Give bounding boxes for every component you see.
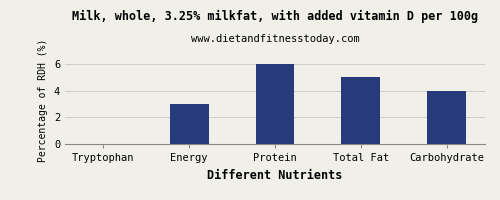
- Bar: [256, 64, 294, 144]
- Bar: [170, 104, 208, 144]
- Text: www.dietandfitnesstoday.com: www.dietandfitnesstoday.com: [190, 34, 360, 44]
- Y-axis label: Percentage of RDH (%): Percentage of RDH (%): [38, 38, 48, 162]
- Bar: [428, 91, 466, 144]
- X-axis label: Different Nutrients: Different Nutrients: [208, 169, 342, 182]
- Text: Milk, whole, 3.25% milkfat, with added vitamin D per 100g: Milk, whole, 3.25% milkfat, with added v…: [72, 10, 478, 23]
- Bar: [342, 77, 380, 144]
